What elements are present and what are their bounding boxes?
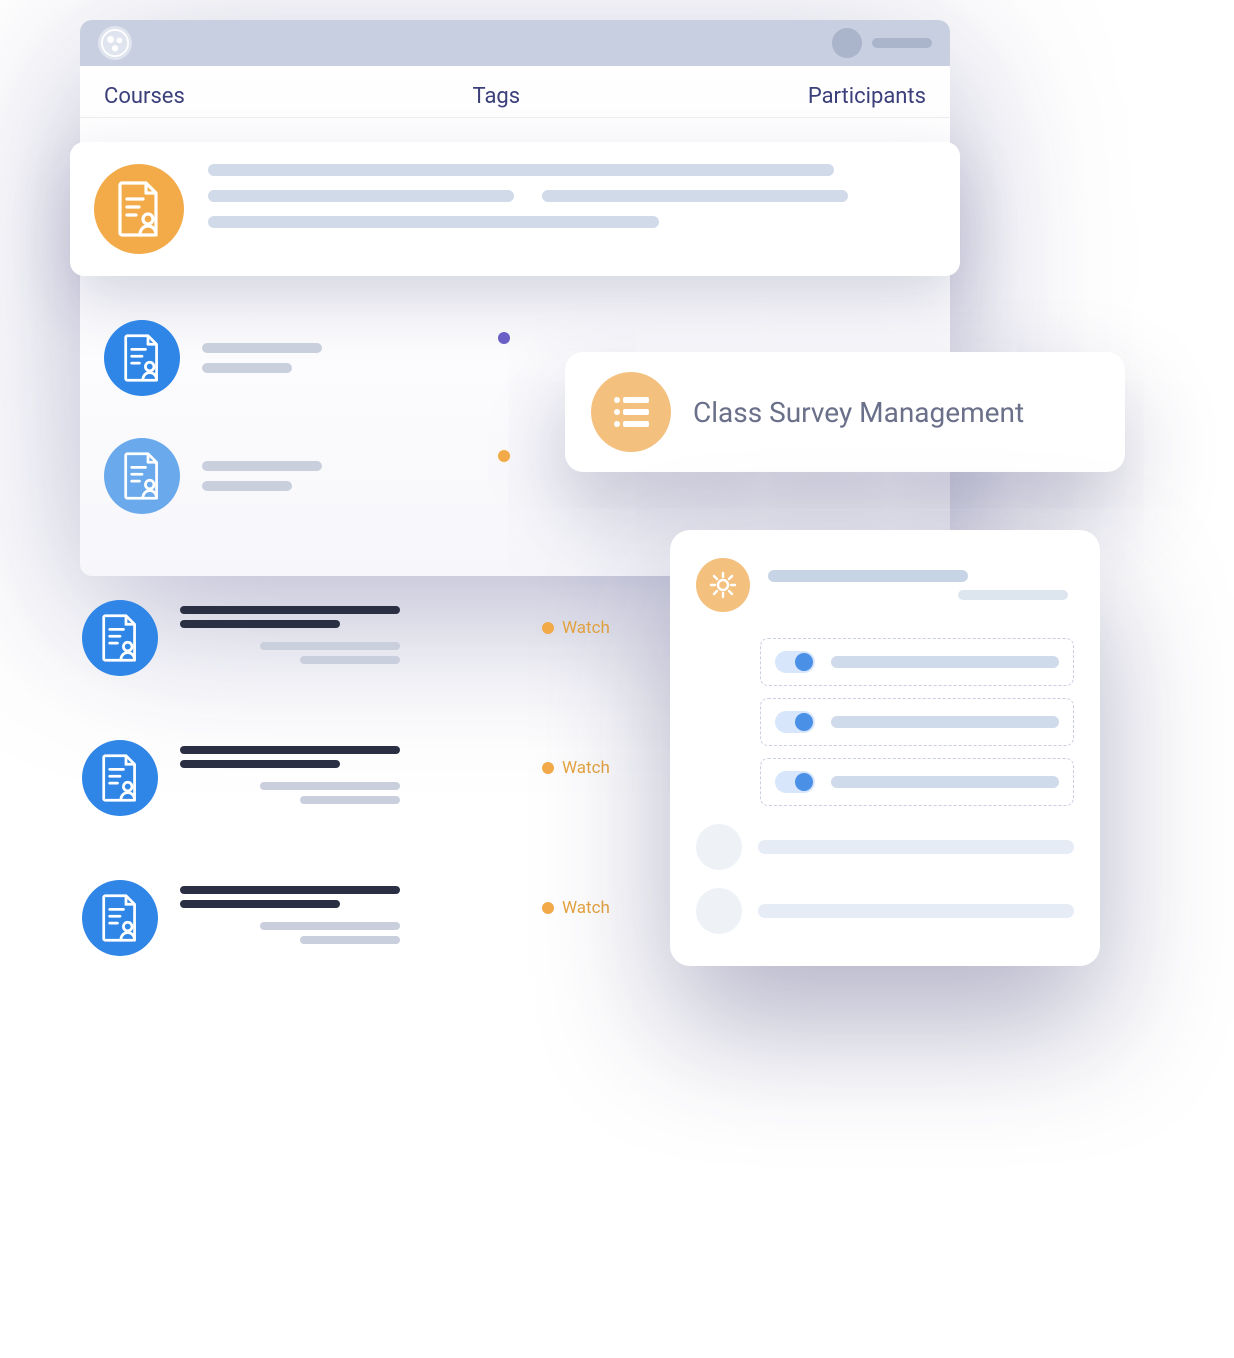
dot-icon — [542, 762, 554, 774]
settings-toggle-row[interactable] — [760, 638, 1074, 686]
tabs-row: Courses Tags Participants — [80, 66, 950, 118]
tag-dot — [498, 332, 510, 344]
settings-title-placeholder — [768, 570, 1074, 600]
title-bar — [80, 20, 950, 66]
avatar-placeholder — [696, 888, 742, 934]
watch-label: Watch — [562, 618, 610, 638]
participant-row[interactable] — [696, 824, 1074, 870]
gear-icon — [696, 558, 750, 612]
avatar — [832, 28, 862, 58]
item-text — [180, 740, 400, 804]
name-placeholder — [758, 840, 1074, 854]
document-person-icon — [82, 600, 158, 676]
watch-label: Watch — [562, 758, 610, 778]
app-logo — [98, 26, 132, 60]
survey-list-icon — [591, 372, 671, 452]
settings-panel — [670, 530, 1100, 966]
toggle-switch[interactable] — [775, 651, 815, 673]
toggle-label-placeholder — [831, 656, 1059, 668]
settings-header — [696, 558, 1074, 612]
logo-icon — [101, 29, 129, 57]
settings-toggle-row[interactable] — [760, 758, 1074, 806]
username-placeholder — [872, 38, 932, 48]
dot-icon — [498, 450, 510, 462]
document-person-icon — [104, 320, 180, 396]
tab-courses[interactable]: Courses — [104, 84, 185, 109]
tag-dot — [498, 450, 510, 462]
dot-icon — [498, 332, 510, 344]
course-list-item[interactable] — [82, 740, 642, 816]
settings-toggle-row[interactable] — [760, 698, 1074, 746]
toggle-label-placeholder — [831, 776, 1059, 788]
featured-course-card[interactable] — [70, 142, 960, 276]
watch-tag[interactable]: Watch — [542, 758, 610, 778]
tab-tags[interactable]: Tags — [473, 84, 521, 109]
survey-card-title: Class Survey Management — [693, 396, 1024, 429]
toggle-switch[interactable] — [775, 711, 815, 733]
document-person-icon — [104, 438, 180, 514]
course-list-item[interactable] — [82, 600, 642, 676]
watch-tag[interactable]: Watch — [542, 618, 610, 638]
toggle-label-placeholder — [831, 716, 1059, 728]
content-area: 96 — [80, 118, 950, 576]
user-chip[interactable] — [832, 28, 932, 58]
main-window: Courses Tags Participants — [80, 20, 950, 576]
tab-participants[interactable]: Participants — [808, 84, 926, 109]
document-person-icon — [82, 880, 158, 956]
course-list-item[interactable] — [82, 880, 642, 956]
document-person-icon — [94, 164, 184, 254]
watch-tag[interactable]: Watch — [542, 898, 610, 918]
name-placeholder — [758, 904, 1074, 918]
document-person-icon — [82, 740, 158, 816]
item-text — [180, 600, 400, 664]
dot-icon — [542, 902, 554, 914]
survey-management-card[interactable]: Class Survey Management — [565, 352, 1125, 472]
item-text — [180, 880, 400, 944]
watch-label: Watch — [562, 898, 610, 918]
participant-row[interactable] — [696, 888, 1074, 934]
featured-lines — [208, 164, 936, 254]
toggle-switch[interactable] — [775, 771, 815, 793]
dot-icon — [542, 622, 554, 634]
avatar-placeholder — [696, 824, 742, 870]
